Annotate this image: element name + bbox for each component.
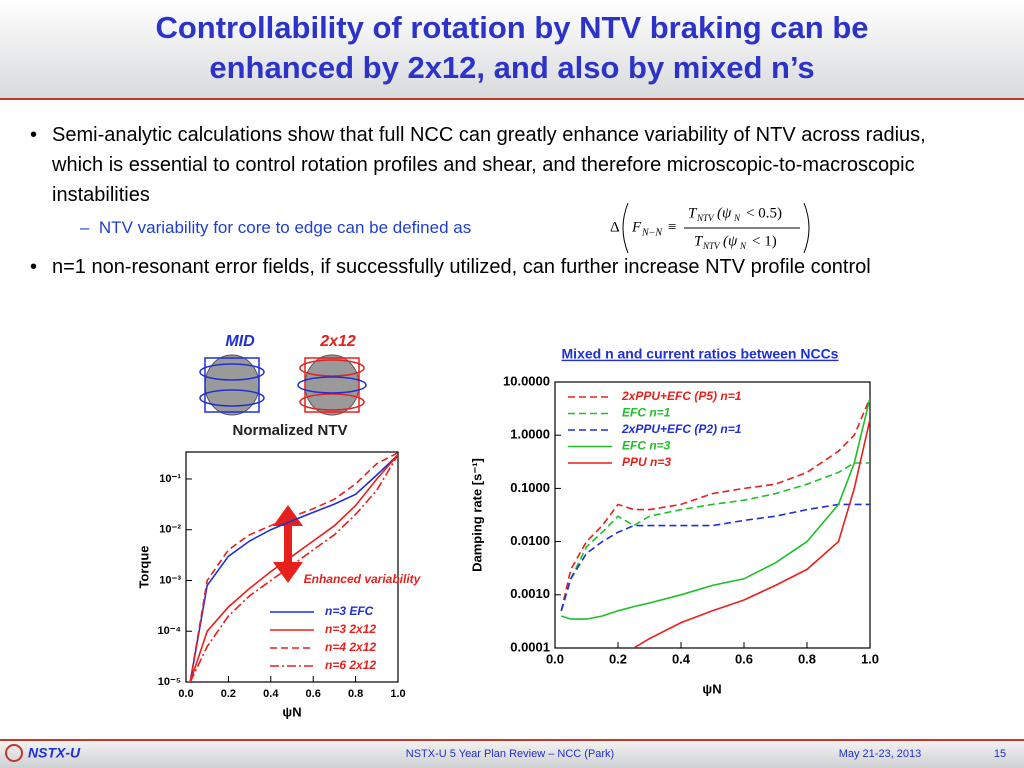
plot-frame [185, 451, 399, 683]
y-tick-label: 0.0010 [510, 586, 550, 601]
formula-t: T [688, 205, 698, 221]
series-line [189, 454, 398, 682]
formula-f: F [631, 219, 642, 235]
annotation: Enhanced variability [304, 572, 422, 586]
x-tick-label: 1.0 [861, 651, 879, 666]
footer-date: May 21-23, 2013 [839, 748, 922, 760]
legend-label: EFC n=1 [622, 406, 671, 420]
bullet: • n=1 non-resonant error fields, if succe… [30, 256, 871, 278]
legend-label: n=6 2x12 [325, 658, 376, 672]
y-tick-label: 10⁻¹ [159, 473, 181, 485]
tokamak-2x12 [297, 354, 367, 416]
y-tick-label: 1.0000 [510, 427, 550, 442]
legend-label: n=3 EFC [325, 604, 374, 618]
legend-label: 2xPPU+EFC (P2) n=1 [621, 422, 742, 436]
series-line [560, 503, 870, 612]
y-tick-label: 10.0000 [503, 373, 550, 388]
series-line [560, 397, 870, 611]
x-tick-label: 0.8 [348, 688, 363, 700]
y-tick-label: 10⁻² [159, 524, 181, 536]
formula-equiv: ≡ [668, 219, 676, 235]
legend-label: EFC n=3 [622, 439, 671, 453]
chart-title: Mixed n and current ratios between NCCs [562, 346, 839, 362]
plot-frame [554, 381, 871, 649]
x-tick-label: 0.8 [798, 651, 816, 666]
y-tick-label: 0.0100 [510, 533, 550, 548]
formula-t-sub: NTV [696, 213, 715, 223]
y-tick-label: 0.1000 [510, 480, 550, 495]
footer-page: 15 [994, 748, 1006, 760]
figure-label: MID [225, 333, 255, 350]
logo-mark [5, 744, 23, 762]
x-axis-label: ψN [702, 681, 721, 696]
formula-t-sub: NTV [702, 241, 721, 251]
formula-delta: Δ [610, 219, 620, 235]
x-tick-label: 1.0 [390, 688, 405, 700]
x-tick-label: 0.2 [221, 688, 236, 700]
title-line: enhanced by 2x12, and also by mixed n’s [209, 50, 814, 85]
y-tick-label: 10⁻³ [159, 574, 181, 586]
series-line [560, 462, 870, 612]
bullet: • Semi-analytic calculations show that fu… [30, 124, 926, 206]
paren [622, 202, 629, 254]
bullet-text: n=1 non-resonant error fields, if succes… [52, 256, 871, 278]
y-axis-label: Torque [136, 545, 151, 588]
series-line [561, 397, 870, 620]
formula-psi: (ψ [723, 233, 738, 249]
x-tick-label: 0.0 [546, 651, 564, 666]
series-line [189, 454, 398, 682]
y-tick-label: 0.0001 [510, 639, 550, 654]
bullet-text: Semi-analytic calculations show that ful… [52, 124, 926, 206]
x-tick-label: 0.4 [672, 651, 691, 666]
series-line [189, 452, 398, 682]
formula-t: T [694, 233, 704, 249]
title-band [0, 0, 1024, 98]
series-line [633, 419, 870, 648]
formula-den-rest: < 1) [752, 233, 777, 249]
x-tick-label: 0.0 [178, 688, 193, 700]
formula-num-rest: < 0.5) [746, 205, 782, 221]
sub-bullet: – NTV variability for core to edge can b… [80, 218, 472, 237]
legend-label: PPU n=3 [622, 455, 671, 469]
x-tick-label: 0.2 [609, 651, 627, 666]
series-line [189, 454, 398, 682]
y-axis-label: Damping rate [s⁻¹] [469, 458, 484, 572]
y-tick-label: 10⁻⁴ [158, 625, 181, 637]
formula: Δ F N−N ≡ T NTV (ψ N < 0.5) T NTV (ψ N <… [610, 202, 810, 254]
x-axis-label: ψN [282, 704, 301, 719]
footer-band [0, 741, 1024, 768]
x-tick-label: 0.6 [735, 651, 753, 666]
figure-label: 2x12 [319, 333, 356, 350]
tokamak-mid [199, 354, 265, 416]
sub-bullet-text: NTV variability for core to edge can be … [98, 218, 472, 237]
footer-logo: NSTX-U [28, 745, 81, 761]
formula-psi-sub: N [739, 241, 747, 251]
formula-f-sub: N−N [641, 227, 663, 238]
legend-label: n=4 2x12 [325, 640, 376, 654]
chart-title: Normalized NTV [232, 422, 347, 439]
x-tick-label: 0.4 [263, 688, 279, 700]
title-line: Controllability of rotation by NTV braki… [155, 10, 868, 45]
variability-arrow [273, 505, 303, 583]
x-tick-label: 0.6 [306, 688, 321, 700]
formula-psi-sub: N [733, 213, 741, 223]
legend-label: n=3 2x12 [325, 622, 376, 636]
formula-psi: (ψ [717, 205, 732, 221]
legend-label: 2xPPU+EFC (P5) n=1 [621, 389, 742, 403]
y-tick-label: 10⁻⁵ [158, 676, 181, 688]
footer-center: NSTX-U 5 Year Plan Review – NCC (Park) [406, 748, 614, 760]
paren [803, 202, 810, 254]
